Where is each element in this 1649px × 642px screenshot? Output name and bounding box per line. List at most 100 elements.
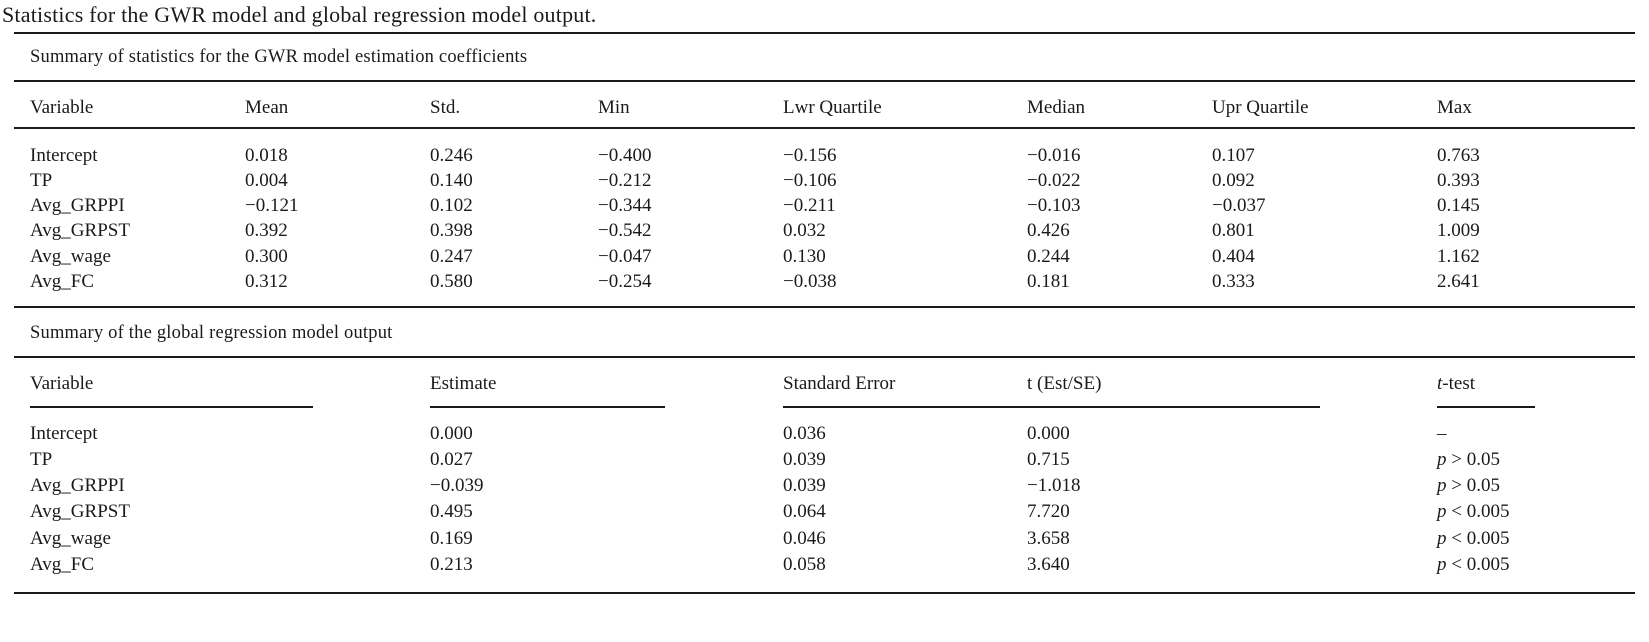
- gwr-cell-min: −0.400: [598, 145, 652, 166]
- gwr-cell-upr-quartile: 0.107: [1212, 145, 1255, 166]
- gwr-cell-std: 0.580: [430, 271, 473, 292]
- gwr-cell-std: 0.102: [430, 195, 473, 216]
- gwr-cell-max: 2.641: [1437, 271, 1480, 292]
- global-cell-estimate: 0.169: [430, 528, 473, 549]
- global-cell-t-est-se: 3.658: [1027, 528, 1070, 549]
- global-cell-variable: Avg_FC: [30, 554, 95, 575]
- global-header-underline-1: [30, 406, 313, 408]
- top-rule: [14, 32, 1635, 34]
- gwr-cell-upr-quartile: 0.404: [1212, 246, 1255, 267]
- gwr-cell-median: −0.022: [1027, 170, 1081, 191]
- global-cell-standard-error: 0.039: [783, 449, 826, 470]
- gwr-cell-mean: 0.392: [245, 220, 288, 241]
- gwr-cell-variable: Avg_GRPPI: [30, 195, 125, 216]
- gwr-cell-mean: 0.300: [245, 246, 288, 267]
- global-cell-variable: Avg_GRPPI: [30, 475, 125, 496]
- gwr-cell-std: 0.398: [430, 220, 473, 241]
- gwr-cell-min: −0.212: [598, 170, 652, 191]
- global-cell-standard-error: 0.039: [783, 475, 826, 496]
- global-cell-variable: TP: [30, 449, 53, 470]
- global-cell-standard-error: 0.046: [783, 528, 826, 549]
- global-cell-variable: Avg_wage: [30, 528, 111, 549]
- table-caption: Statistics for the GWR model and global …: [2, 2, 597, 27]
- global-cell-t-est-se: −1.018: [1027, 475, 1081, 496]
- gwr-cell-min: −0.254: [598, 271, 652, 292]
- gwr-cell-variable: Avg_GRPST: [30, 220, 130, 241]
- gwr-cell-variable: TP: [30, 170, 53, 191]
- global-cell-t-test: –: [1437, 423, 1447, 444]
- global-cell-standard-error: 0.064: [783, 501, 826, 522]
- gwr-header-max: Max: [1437, 97, 1472, 118]
- gwr-cell-mean: 0.004: [245, 170, 288, 191]
- gwr-header-min: Min: [598, 97, 630, 118]
- gwr-header-upr-quartile: Upr Quartile: [1212, 97, 1309, 118]
- gwr-cell-max: 0.763: [1437, 145, 1480, 166]
- global-cell-t-est-se: 7.720: [1027, 501, 1070, 522]
- global-header-variable: Variable: [30, 373, 94, 394]
- gwr-bottom-rule: [14, 306, 1635, 308]
- global-cell-variable: Avg_GRPST: [30, 501, 130, 522]
- global-title-rule: [14, 356, 1635, 358]
- global-cell-standard-error: 0.058: [783, 554, 826, 575]
- global-cell-t-test: p > 0.05: [1437, 475, 1500, 496]
- global-header-estimate: Estimate: [430, 373, 497, 394]
- gwr-cell-mean: 0.312: [245, 271, 288, 292]
- global-cell-estimate: 0.027: [430, 449, 473, 470]
- gwr-cell-mean: −0.121: [245, 195, 299, 216]
- bottom-rule: [14, 592, 1635, 594]
- gwr-header-lwr-quartile: Lwr Quartile: [783, 97, 882, 118]
- global-cell-t-test: p > 0.05: [1437, 449, 1500, 470]
- gwr-cell-lwr-quartile: 0.032: [783, 220, 826, 241]
- global-cell-t-test: p < 0.005: [1437, 528, 1510, 549]
- gwr-header-median: Median: [1027, 97, 1086, 118]
- gwr-cell-min: −0.047: [598, 246, 652, 267]
- gwr-cell-lwr-quartile: 0.130: [783, 246, 826, 267]
- gwr-cell-max: 0.145: [1437, 195, 1480, 216]
- gwr-cell-max: 1.162: [1437, 246, 1480, 267]
- global-header-standard-error: Standard Error: [783, 373, 896, 394]
- global-cell-t-est-se: 0.000: [1027, 423, 1070, 444]
- global-cell-estimate: 0.495: [430, 501, 473, 522]
- gwr-cell-max: 0.393: [1437, 170, 1480, 191]
- gwr-cell-std: 0.140: [430, 170, 473, 191]
- gwr-cell-mean: 0.018: [245, 145, 288, 166]
- gwr-cell-lwr-quartile: −0.038: [783, 271, 837, 292]
- global-header-underline-2: [430, 406, 665, 408]
- gwr-cell-upr-quartile: 0.333: [1212, 271, 1255, 292]
- gwr-cell-lwr-quartile: −0.156: [783, 145, 837, 166]
- global-cell-standard-error: 0.036: [783, 423, 826, 444]
- global-header-t-test: t-test: [1437, 373, 1475, 394]
- gwr-cell-median: −0.016: [1027, 145, 1081, 166]
- global-section-title: Summary of the global regression model o…: [30, 323, 393, 343]
- gwr-header-variable: Variable: [30, 97, 94, 118]
- gwr-header-rule: [14, 127, 1635, 129]
- global-cell-t-est-se: 3.640: [1027, 554, 1070, 575]
- gwr-cell-variable: Avg_wage: [30, 246, 111, 267]
- global-header-t-est-se: t (Est/SE): [1027, 373, 1102, 394]
- gwr-section-title: Summary of statistics for the GWR model …: [30, 47, 528, 67]
- gwr-cell-median: 0.181: [1027, 271, 1070, 292]
- gwr-cell-upr-quartile: 0.092: [1212, 170, 1255, 191]
- gwr-cell-median: 0.244: [1027, 246, 1070, 267]
- gwr-header-mean: Mean: [245, 97, 289, 118]
- global-cell-variable: Intercept: [30, 423, 98, 444]
- gwr-cell-max: 1.009: [1437, 220, 1480, 241]
- gwr-cell-median: −0.103: [1027, 195, 1081, 216]
- gwr-header-std: Std.: [430, 97, 461, 118]
- global-cell-t-est-se: 0.715: [1027, 449, 1070, 470]
- gwr-cell-lwr-quartile: −0.211: [783, 195, 836, 216]
- global-cell-t-test: p < 0.005: [1437, 554, 1510, 575]
- gwr-cell-std: 0.247: [430, 246, 473, 267]
- global-cell-estimate: −0.039: [430, 475, 484, 496]
- gwr-cell-lwr-quartile: −0.106: [783, 170, 837, 191]
- global-cell-estimate: 0.213: [430, 554, 473, 575]
- gwr-cell-variable: Avg_FC: [30, 271, 95, 292]
- gwr-cell-min: −0.542: [598, 220, 652, 241]
- global-header-underline-4: [1437, 406, 1535, 408]
- global-cell-t-test: p < 0.005: [1437, 501, 1510, 522]
- gwr-cell-std: 0.246: [430, 145, 473, 166]
- gwr-title-rule: [14, 80, 1635, 82]
- gwr-cell-variable: Intercept: [30, 145, 98, 166]
- gwr-cell-upr-quartile: −0.037: [1212, 195, 1266, 216]
- global-header-underline-3: [783, 406, 1320, 408]
